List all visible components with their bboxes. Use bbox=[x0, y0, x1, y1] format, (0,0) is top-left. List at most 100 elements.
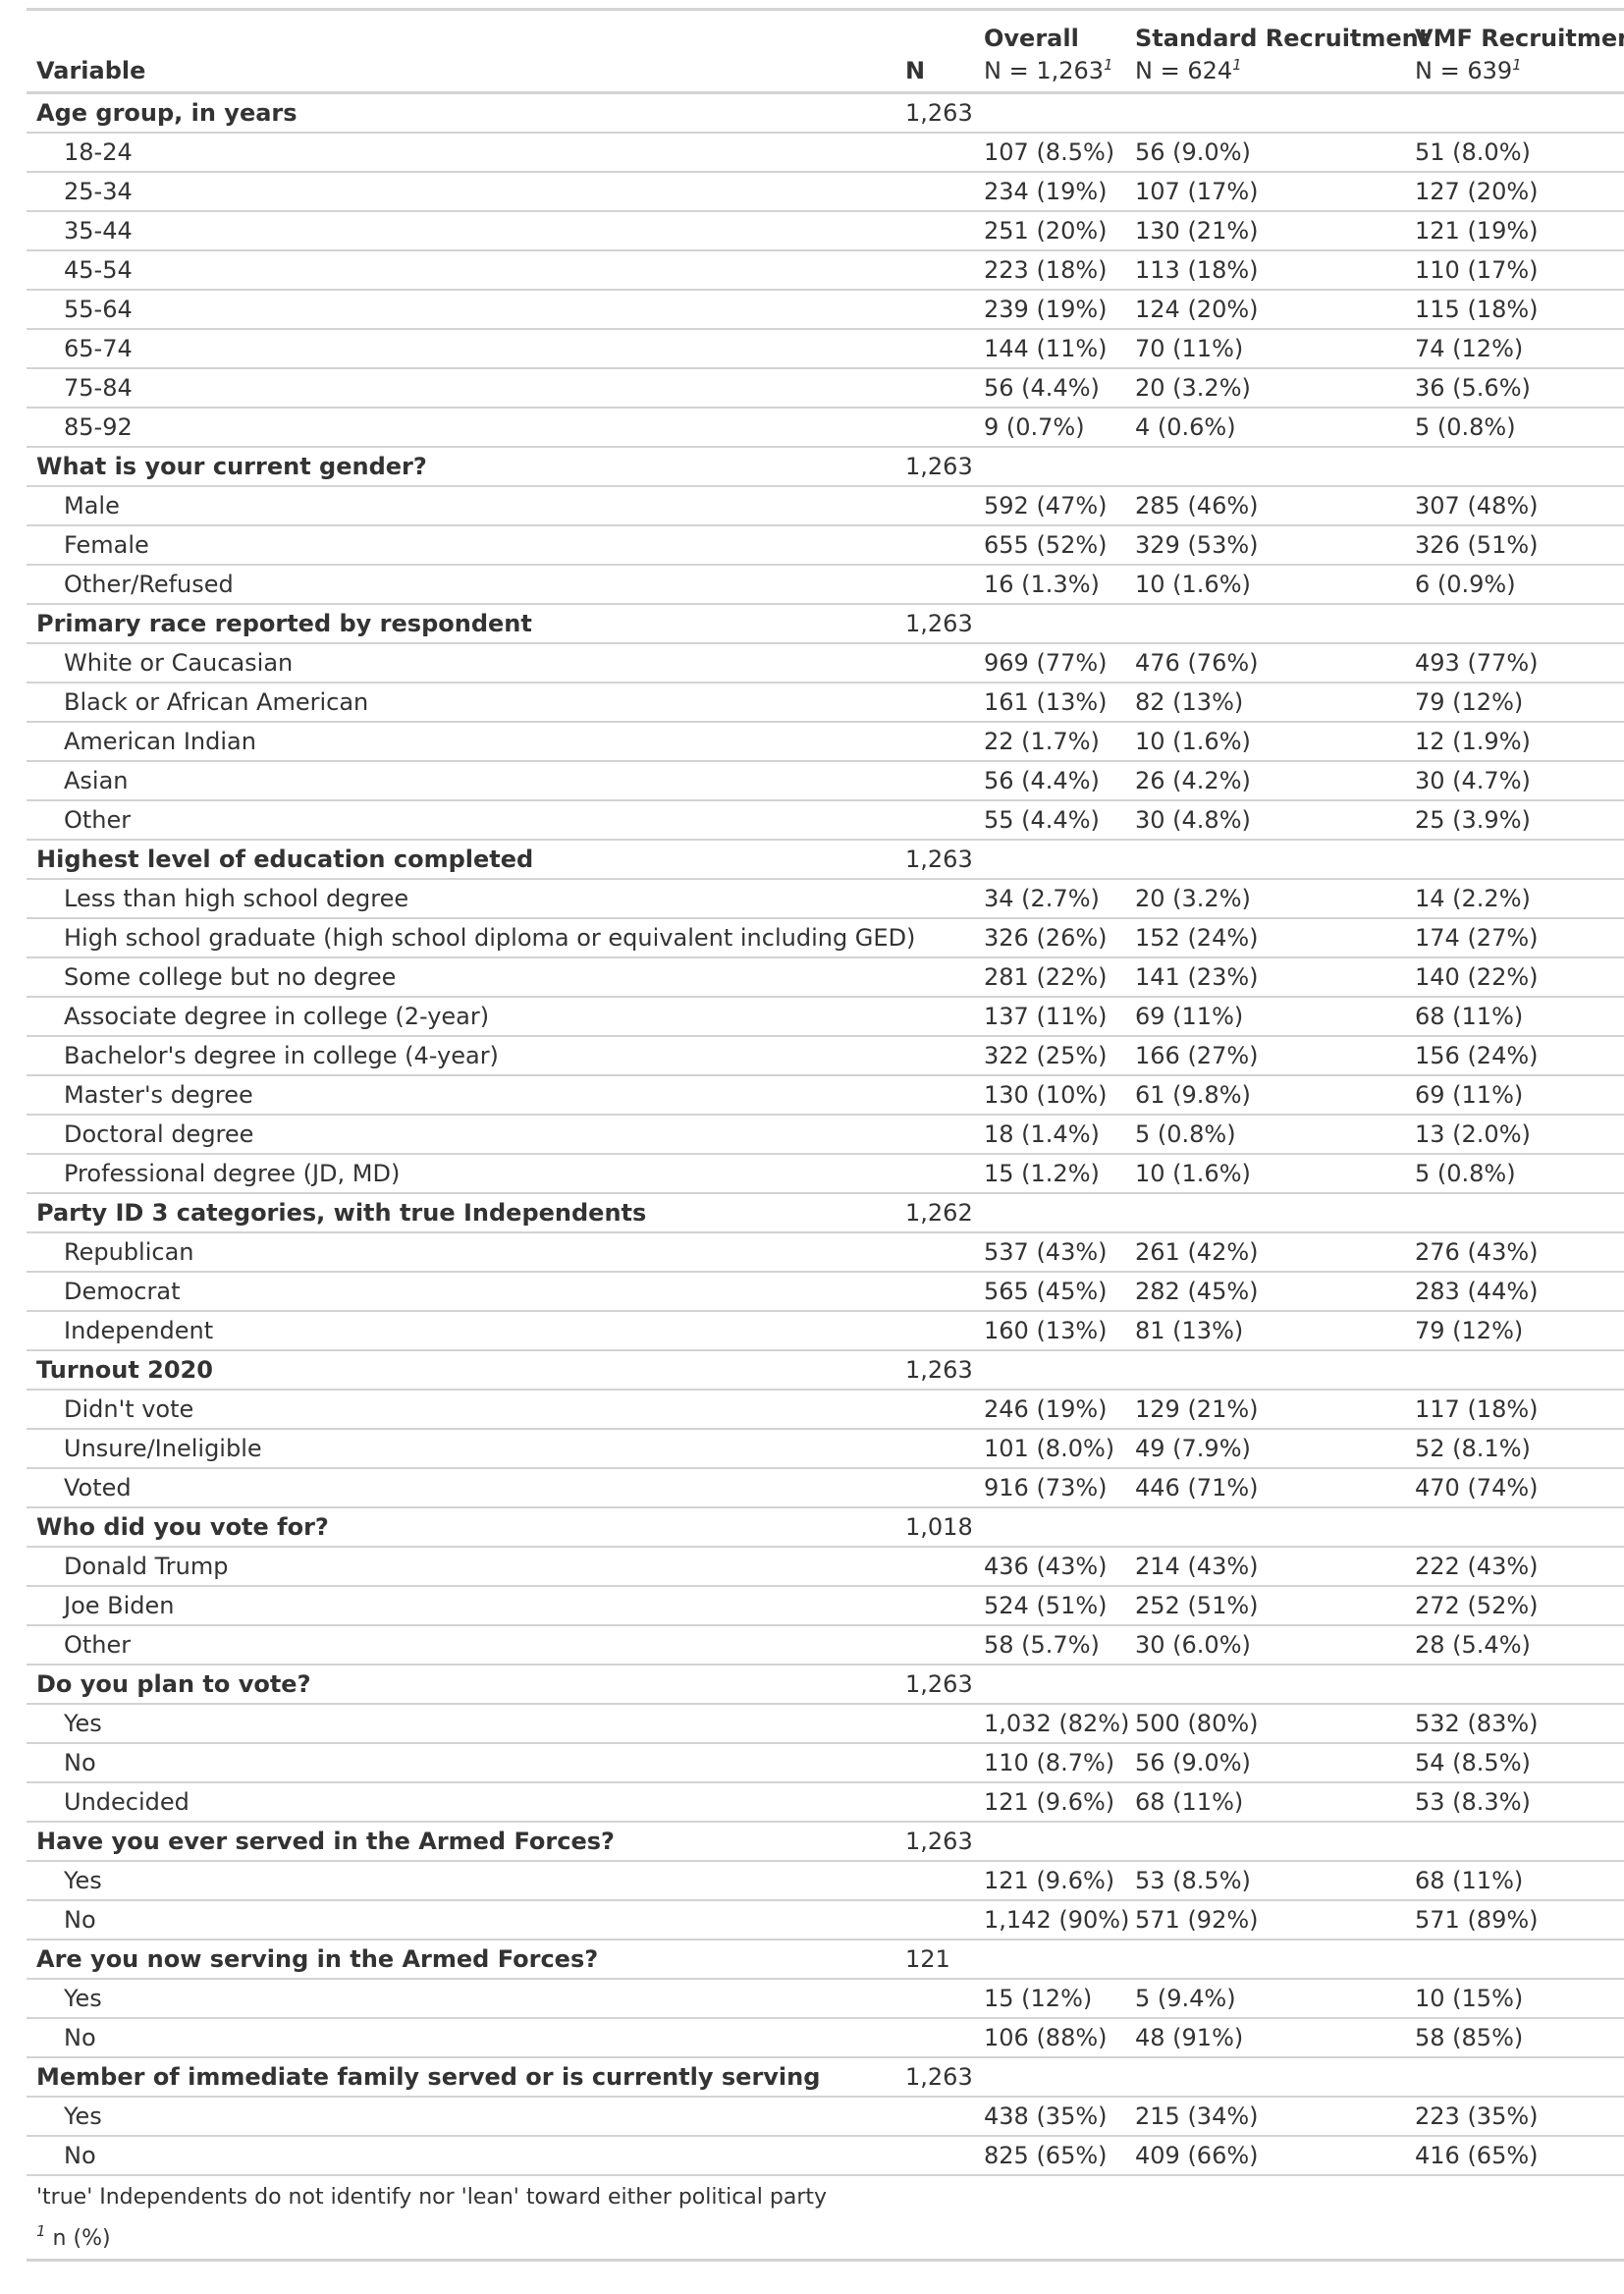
cell-vmf: 74 (12%) bbox=[1405, 329, 1624, 369]
level-label: Donald Trump bbox=[27, 1547, 895, 1587]
level-n-empty bbox=[895, 1075, 974, 1116]
group-vmf-empty bbox=[1405, 1507, 1624, 1548]
cell-vmf: 36 (5.6%) bbox=[1405, 368, 1624, 409]
cell-standard: 500 (80%) bbox=[1125, 1704, 1405, 1744]
cell-standard: 30 (6.0%) bbox=[1125, 1625, 1405, 1666]
cell-overall: 18 (1.4%) bbox=[974, 1115, 1125, 1155]
level-label: High school graduate (high school diplom… bbox=[27, 918, 915, 958]
cell-standard: 409 (66%) bbox=[1125, 2136, 1405, 2176]
header-vmf-label: VMF Recruitment bbox=[1415, 25, 1624, 52]
header-overall-label: Overall bbox=[984, 25, 1079, 52]
cell-vmf: 51 (8.0%) bbox=[1405, 133, 1624, 173]
group-standard-empty bbox=[1125, 1350, 1405, 1391]
cell-vmf: 326 (51%) bbox=[1405, 525, 1624, 566]
level-label: Yes bbox=[27, 1704, 895, 1744]
summary-document: Variable N Overall N = 1,2631 Standard R… bbox=[27, 8, 1624, 2262]
table-row: Yes 15 (12%) 5 (9.4%) 10 (15%) bbox=[27, 1979, 1624, 2019]
header-row: Variable N Overall N = 1,2631 Standard R… bbox=[27, 9, 1624, 94]
table-row: Other 58 (5.7%) 30 (6.0%) 28 (5.4%) bbox=[27, 1625, 1624, 1666]
level-label: White or Caucasian bbox=[27, 643, 895, 683]
cell-standard: 81 (13%) bbox=[1125, 1311, 1405, 1351]
footnote-row: 1 n (%) bbox=[27, 2217, 1624, 2261]
level-n-empty bbox=[895, 1115, 974, 1155]
group-overall-empty bbox=[974, 447, 1125, 487]
level-n-empty bbox=[895, 172, 974, 212]
cell-standard: 282 (45%) bbox=[1125, 1272, 1405, 1312]
group-label: Do you plan to vote? bbox=[27, 1665, 895, 1705]
group-label: Have you ever served in the Armed Forces… bbox=[27, 1822, 895, 1862]
level-n-empty bbox=[895, 329, 974, 369]
group-vmf-empty bbox=[1405, 1665, 1624, 1705]
cell-vmf: 5 (0.8%) bbox=[1405, 408, 1624, 448]
cell-vmf: 416 (65%) bbox=[1405, 2136, 1624, 2176]
table-row: Asian 56 (4.4%) 26 (4.2%) 30 (4.7%) bbox=[27, 761, 1624, 801]
cell-vmf: 54 (8.5%) bbox=[1405, 1743, 1624, 1783]
cell-vmf: 283 (44%) bbox=[1405, 1272, 1624, 1312]
table-row: Yes 438 (35%) 215 (34%) 223 (35%) bbox=[27, 2097, 1624, 2137]
cell-overall: 234 (19%) bbox=[974, 172, 1125, 212]
cell-overall: 106 (88%) bbox=[974, 2018, 1125, 2058]
group-row: What is your current gender? 1,263 bbox=[27, 447, 1624, 487]
level-label: 35-44 bbox=[27, 211, 895, 251]
table-row: 25-34 234 (19%) 107 (17%) 127 (20%) bbox=[27, 172, 1624, 212]
cell-overall: 107 (8.5%) bbox=[974, 133, 1125, 173]
cell-overall: 969 (77%) bbox=[974, 643, 1125, 683]
cell-vmf: 10 (15%) bbox=[1405, 1979, 1624, 2019]
level-n-empty bbox=[895, 2097, 974, 2137]
group-label: Highest level of education completed bbox=[27, 840, 895, 880]
group-row: Party ID 3 categories, with true Indepen… bbox=[27, 1193, 1624, 1233]
table-row: Yes 121 (9.6%) 53 (8.5%) 68 (11%) bbox=[27, 1861, 1624, 1901]
level-n-empty bbox=[895, 1311, 974, 1351]
group-n: 1,263 bbox=[895, 840, 974, 880]
header-standard-sub: N = 6241 bbox=[1135, 56, 1242, 84]
group-n: 1,263 bbox=[895, 92, 974, 134]
cell-standard: 446 (71%) bbox=[1125, 1468, 1405, 1508]
group-label: Are you now serving in the Armed Forces? bbox=[27, 1939, 895, 1980]
group-n: 1,263 bbox=[895, 447, 974, 487]
group-vmf-empty bbox=[1405, 840, 1624, 880]
cell-standard: 252 (51%) bbox=[1125, 1586, 1405, 1626]
cell-overall: 251 (20%) bbox=[974, 211, 1125, 251]
cell-vmf: 222 (43%) bbox=[1405, 1547, 1624, 1587]
level-n-empty bbox=[895, 2018, 974, 2058]
cell-vmf: 28 (5.4%) bbox=[1405, 1625, 1624, 1666]
level-n-empty bbox=[895, 408, 974, 448]
cell-overall: 121 (9.6%) bbox=[974, 1861, 1125, 1901]
group-standard-empty bbox=[1125, 2057, 1405, 2098]
level-n-empty bbox=[895, 1704, 974, 1744]
level-n-empty bbox=[895, 1272, 974, 1312]
group-standard-empty bbox=[1125, 1507, 1405, 1548]
footnote-mark: 1 bbox=[1232, 56, 1242, 74]
group-row: Do you plan to vote? 1,263 bbox=[27, 1665, 1624, 1705]
cell-vmf: 58 (85%) bbox=[1405, 2018, 1624, 2058]
level-n-empty bbox=[895, 290, 974, 330]
level-label: Yes bbox=[27, 1979, 895, 2019]
group-label: Age group, in years bbox=[27, 92, 895, 134]
cell-standard: 69 (11%) bbox=[1125, 997, 1405, 1037]
cell-overall: 22 (1.7%) bbox=[974, 722, 1125, 762]
table-row: Some college but no degree 281 (22%) 141 (… bbox=[27, 957, 1624, 998]
cell-standard: 130 (21%) bbox=[1125, 211, 1405, 251]
level-n-empty bbox=[895, 250, 974, 291]
group-overall-empty bbox=[974, 1350, 1125, 1391]
table-row: White or Caucasian 969 (77%) 476 (76%) 493 … bbox=[27, 643, 1624, 683]
cell-vmf: 174 (27%) bbox=[1405, 918, 1624, 958]
table-row: Professional degree (JD, MD) 15 (1.2%) 10 … bbox=[27, 1154, 1624, 1194]
level-label: Democrat bbox=[27, 1272, 895, 1312]
summary-table: Variable N Overall N = 1,2631 Standard R… bbox=[27, 8, 1624, 2262]
footnote-definition: 1 n (%) bbox=[27, 2217, 1624, 2261]
table-row: High school graduate (high school diplom… bbox=[27, 918, 1624, 958]
table-row: No 1,142 (90%) 571 (92%) 571 (89%) bbox=[27, 1900, 1624, 1940]
cell-overall: 55 (4.4%) bbox=[974, 800, 1125, 841]
group-label: Party ID 3 categories, with true Indepen… bbox=[27, 1193, 895, 1233]
table-row: Less than high school degree 34 (2.7%) 20 … bbox=[27, 879, 1624, 919]
cell-overall: 160 (13%) bbox=[974, 1311, 1125, 1351]
table-row: Other/Refused 16 (1.3%) 10 (1.6%) 6 (0.9%) bbox=[27, 565, 1624, 605]
group-n: 1,018 bbox=[895, 1507, 974, 1548]
cell-vmf: 532 (83%) bbox=[1405, 1704, 1624, 1744]
header-vmf: VMF Recruitment N = 6391 bbox=[1405, 9, 1624, 94]
level-label: Doctoral degree bbox=[27, 1115, 895, 1155]
cell-overall: 1,032 (82%) bbox=[974, 1704, 1129, 1744]
level-label: Bachelor's degree in college (4-year) bbox=[27, 1036, 895, 1076]
table-row: 65-74 144 (11%) 70 (11%) 74 (12%) bbox=[27, 329, 1624, 369]
